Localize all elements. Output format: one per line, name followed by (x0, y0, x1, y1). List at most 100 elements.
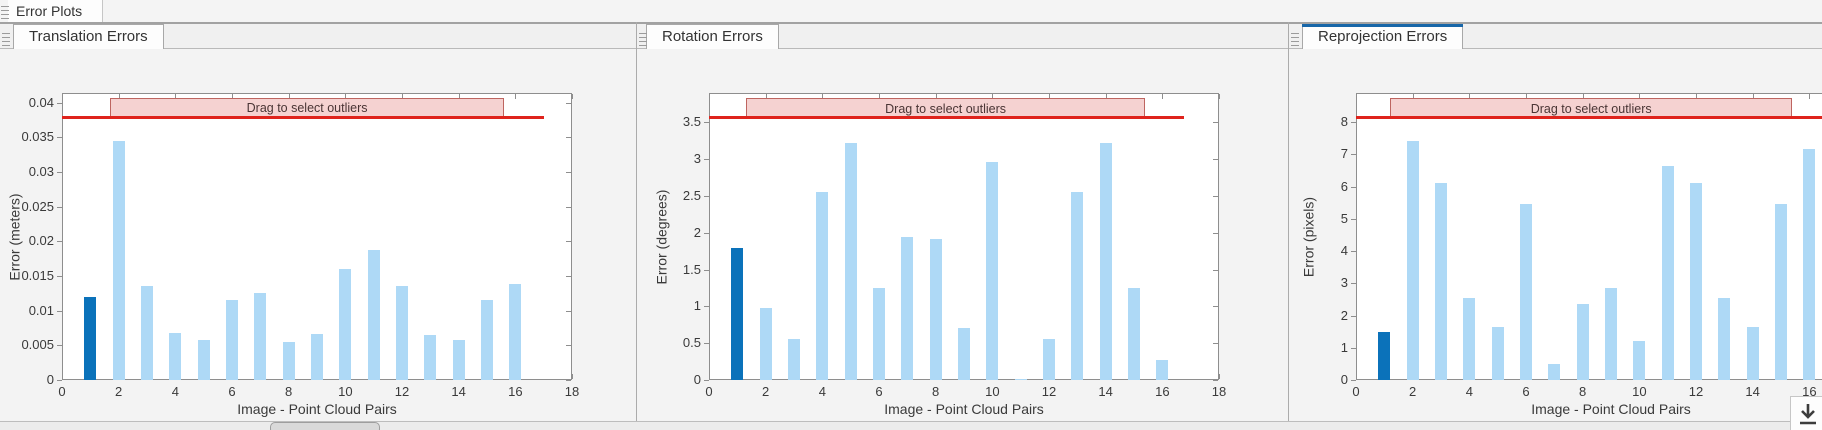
tab-reprojection-errors[interactable]: Reprojection Errors (1302, 24, 1464, 49)
bar[interactable] (1099, 143, 1112, 380)
x-tick-label: 14 (1098, 384, 1113, 399)
axis-tick (704, 306, 709, 308)
bar-selected[interactable] (731, 247, 744, 380)
panel-divider[interactable] (1288, 22, 1289, 421)
bar[interactable] (1491, 326, 1504, 380)
threshold-line[interactable] (1356, 116, 1822, 120)
x-tick-label: 2 (1409, 384, 1417, 399)
x-tick-label: 10 (1632, 384, 1647, 399)
bar[interactable] (1435, 183, 1447, 380)
bar[interactable] (1156, 360, 1169, 380)
bar[interactable] (1014, 378, 1027, 380)
bar[interactable] (1803, 149, 1816, 380)
drag-grip-icon[interactable] (1291, 30, 1299, 49)
x-tick-label: 18 (564, 384, 580, 399)
bar[interactable] (873, 288, 885, 380)
tab-label: Error Plots (16, 3, 83, 19)
axis-tick (765, 94, 767, 99)
bar[interactable] (816, 191, 829, 380)
bar[interactable] (1043, 338, 1055, 380)
bar[interactable] (1071, 191, 1084, 380)
axis-tick (704, 269, 709, 271)
bar[interactable] (844, 143, 857, 380)
bar[interactable] (759, 307, 772, 380)
drag-grip-icon[interactable] (639, 30, 647, 49)
threshold-line[interactable] (62, 115, 544, 119)
bar[interactable] (1605, 288, 1617, 380)
bar[interactable] (141, 286, 153, 380)
axis-tick (1213, 306, 1218, 308)
bar[interactable] (1718, 297, 1731, 380)
download-icon (1800, 404, 1816, 425)
bar[interactable] (1520, 204, 1532, 380)
panel-divider[interactable] (636, 22, 637, 421)
bar[interactable] (1690, 183, 1702, 380)
outlier-band[interactable]: Drag to select outliers (110, 98, 504, 118)
bar[interactable] (509, 284, 522, 380)
bar-selected[interactable] (1378, 331, 1391, 380)
outlier-band[interactable]: Drag to select outliers (745, 98, 1146, 119)
x-tick-label: 12 (394, 384, 410, 399)
bar[interactable] (311, 333, 323, 380)
y-tick-label: 1 (693, 298, 701, 314)
bar[interactable] (282, 341, 295, 380)
panel-reprojection-errors: Reprojection Errors 02468101214161801234… (1289, 24, 1822, 421)
bar[interactable] (424, 334, 437, 380)
drag-grip-icon[interactable] (1, 3, 9, 22)
bar[interactable] (1463, 297, 1476, 380)
axis-tick (704, 159, 709, 161)
axis-tick (345, 94, 347, 99)
bar[interactable] (1576, 304, 1589, 380)
bar-selected[interactable] (84, 296, 97, 380)
threshold-line[interactable] (709, 116, 1184, 120)
bar[interactable] (396, 286, 408, 380)
axis-tick (1351, 347, 1356, 349)
bottom-border (0, 421, 1822, 422)
x-tick-label: 4 (171, 384, 179, 399)
bar[interactable] (226, 299, 238, 380)
tab-translation-errors[interactable]: Translation Errors (13, 24, 164, 49)
bar[interactable] (1548, 363, 1561, 380)
axis-tick (118, 94, 120, 99)
bar[interactable] (986, 162, 999, 380)
y-tick-label: 0 (693, 372, 701, 387)
export-button[interactable] (1790, 396, 1822, 430)
tab-error-plots[interactable]: Error Plots (8, 0, 104, 22)
bar[interactable] (1128, 288, 1140, 380)
bar[interactable] (169, 332, 182, 380)
axis-tick (822, 94, 824, 99)
tab-rotation-errors[interactable]: Rotation Errors (646, 24, 779, 49)
bar[interactable] (1661, 165, 1674, 380)
chart-reprojection-errors: 024681012141618012345678Drag to select o… (1289, 49, 1822, 421)
bar[interactable] (481, 299, 493, 380)
bar[interactable] (112, 140, 125, 380)
x-tick-label: 2 (762, 384, 770, 399)
panel-rotation-errors: Rotation Errors 0 2 4 6 8 10 12 14 16 18 0 0.5 1 1.5 2… (637, 24, 1289, 421)
bottom-strip (0, 422, 1822, 430)
y-tick-label: 0 (46, 372, 54, 387)
bar[interactable] (1633, 341, 1646, 380)
tab-label: Rotation Errors (662, 28, 763, 45)
bar[interactable] (1746, 326, 1759, 380)
axis-tick (1213, 232, 1218, 234)
axis-tick (709, 374, 710, 379)
bar[interactable] (1406, 141, 1419, 380)
y-tick-label: 0.005 (21, 337, 54, 353)
axis-tick (57, 206, 62, 208)
horizontal-scrollbar-thumb[interactable] (270, 422, 380, 430)
bar[interactable] (452, 340, 465, 380)
bar[interactable] (929, 238, 942, 380)
bar[interactable] (1775, 204, 1787, 380)
drag-grip-icon[interactable] (2, 30, 10, 49)
bar[interactable] (901, 236, 914, 380)
bar[interactable] (788, 338, 800, 380)
bar[interactable] (197, 340, 210, 380)
bar[interactable] (339, 269, 352, 380)
bar[interactable] (367, 249, 380, 380)
bar[interactable] (254, 292, 267, 380)
bar[interactable] (958, 328, 970, 380)
outlier-band[interactable]: Drag to select outliers (1390, 98, 1793, 119)
axis-tick (566, 206, 571, 208)
axis-tick (1351, 283, 1356, 285)
y-tick-label: 3 (1340, 275, 1348, 291)
